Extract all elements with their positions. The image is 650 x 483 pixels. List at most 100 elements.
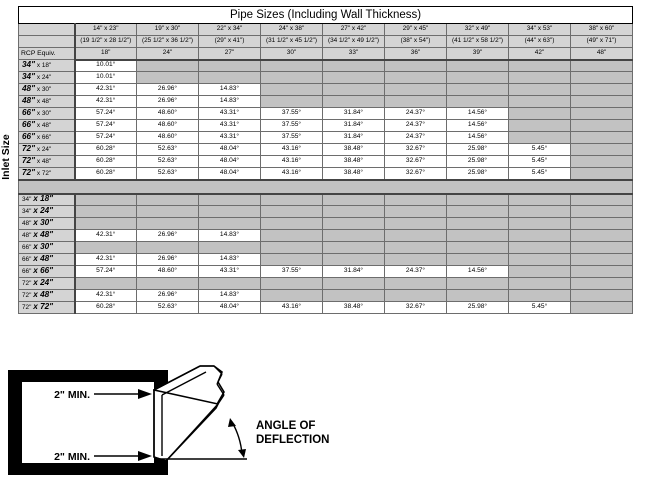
cell-deflection-angle: 43.31° (198, 119, 261, 132)
cell-deflection-angle: 48.60° (136, 119, 199, 132)
cell-empty (569, 119, 634, 132)
row-label-section2-5: 66" x 48" (18, 253, 76, 266)
angle-arrow-head-top (228, 418, 236, 427)
cell-deflection-angle: 48.60° (136, 265, 199, 278)
cell-empty (446, 205, 509, 218)
row-label-height: x 24" (36, 146, 52, 154)
cell-empty (322, 83, 385, 96)
cell-empty (384, 217, 447, 230)
cell-empty (198, 193, 261, 206)
table-row: 34" x 18" (18, 193, 634, 206)
row-label-width: 66" (22, 132, 35, 142)
row-label-height: x 24" (36, 74, 52, 82)
cell-empty (569, 193, 634, 206)
column-header-outside-8: (49" x 71") (569, 35, 634, 48)
column-header-rcp-3: 30" (260, 47, 323, 61)
row-label-section2-9: 72" x 72" (18, 301, 76, 314)
row-label-width: 48" (22, 84, 35, 94)
cell-empty (260, 217, 323, 230)
label-angle-of-deflection: ANGLE OF DEFLECTION (256, 420, 329, 446)
label-angle-of-deflection-line2: DEFLECTION (256, 434, 329, 446)
table-row: 72" x 72" 60.28° 52.63° 48.04° 43.16° 38.48° 3… (18, 167, 634, 180)
pipe-sizes-table: Pipe Sizes (Including Wall Thickness) 14"… (17, 6, 634, 314)
cell-empty (322, 253, 385, 266)
cell-deflection-angle: 26.96° (136, 95, 199, 108)
cell-deflection-angle: 60.28° (73, 301, 137, 314)
cell-empty (384, 229, 447, 242)
cell-empty (508, 95, 571, 108)
cell-deflection-angle: 26.96° (136, 289, 199, 302)
cell-empty (569, 155, 634, 168)
table-title: Pipe Sizes (Including Wall Thickness) (17, 6, 634, 24)
row-label-section2-4: 66" x 30" (18, 241, 76, 254)
row-label-height: x 24" (33, 206, 54, 216)
deflection-diagram: 2" MIN. 2" MIN. ANGLE OF DEFLECTION (0, 362, 400, 483)
cell-deflection-angle: 48.60° (136, 107, 199, 120)
cell-empty (569, 95, 634, 108)
cell-empty (446, 71, 509, 84)
row-label-section1-2: 48" x 30" (18, 83, 76, 96)
column-header-outside-3: (31 1/2" x 45 1/2") (260, 35, 323, 48)
cell-deflection-angle: 57.24° (73, 119, 137, 132)
column-header-outside-1: (25 1/2" x 36 1/2") (136, 35, 199, 48)
row-label-height: x 66" (33, 266, 54, 276)
cell-empty (136, 59, 199, 72)
row-label-width: 66" (22, 268, 32, 276)
cell-empty (322, 241, 385, 254)
cell-deflection-angle: 57.24° (73, 265, 137, 278)
row-label-width: 34" (22, 60, 35, 70)
row-label-section2-2: 48" x 30" (18, 217, 76, 230)
cell-empty (508, 205, 571, 218)
table-row: 34" x 24" (18, 205, 634, 218)
row-label-height: x 48" (33, 230, 54, 240)
cell-empty (508, 217, 571, 230)
cell-empty (446, 253, 509, 266)
row-label-width: 72" (22, 144, 35, 154)
cell-deflection-angle: 42.31° (73, 83, 137, 96)
row-label-section2-8: 72" x 48" (18, 289, 76, 302)
column-header-rcp-6: 39" (446, 47, 509, 61)
table-row: 72" x 24" 60.28° 52.63° 48.04° 43.16° 38.48° 3… (18, 143, 634, 156)
cell-deflection-angle: 43.31° (198, 107, 261, 120)
cell-empty (322, 217, 385, 230)
cell-empty (446, 193, 509, 206)
table-row: 66" x 66" 57.24° 48.60° 43.31° 37.55° 31.84° 2… (18, 265, 634, 278)
row-label-section2-0: 34" x 18" (18, 193, 76, 206)
row-label-section1-1: 34" x 24" (18, 71, 76, 84)
cell-empty (569, 253, 634, 266)
column-header-size-7: 34" x 53" (508, 23, 571, 36)
cell-deflection-angle: 32.67° (384, 143, 447, 156)
row-label-height: x 48" (36, 122, 52, 130)
cell-empty (384, 83, 447, 96)
cell-deflection-angle: 43.16° (260, 155, 323, 168)
cell-empty (446, 241, 509, 254)
cell-deflection-angle: 10.01° (73, 71, 137, 84)
cell-empty (508, 253, 571, 266)
column-header-size-0: 14" x 23" (73, 23, 137, 36)
column-header-rcp-4: 33" (322, 47, 385, 61)
cell-deflection-angle: 26.96° (136, 253, 199, 266)
cell-deflection-angle: 38.48° (322, 167, 385, 180)
cell-deflection-angle: 10.01° (73, 59, 137, 72)
row-label-section2-7: 72" x 24" (18, 277, 76, 290)
cell-empty (508, 241, 571, 254)
cell-deflection-angle: 31.84° (322, 265, 385, 278)
table-row: 72" x 24" (18, 277, 634, 290)
row-label-width: 72" (22, 292, 32, 300)
label-2in-min-bottom-text: 2" MIN. (54, 451, 90, 463)
cell-empty (73, 241, 137, 254)
cell-deflection-angle: 60.28° (73, 167, 137, 180)
section-separator (17, 178, 634, 195)
cell-deflection-angle: 43.16° (260, 301, 323, 314)
row-label-height: x 48" (33, 254, 54, 264)
column-header-outside-5: (38" x 54") (384, 35, 447, 48)
table-row: 48" x 30" (18, 217, 634, 230)
cell-deflection-angle: 5.45° (508, 143, 571, 156)
cell-empty (384, 205, 447, 218)
column-header-rcp-8: 48" (569, 47, 634, 61)
row-label-section2-1: 34" x 24" (18, 205, 76, 218)
cell-empty (260, 205, 323, 218)
cell-deflection-angle: 43.31° (198, 265, 261, 278)
column-header-outside-2: (29" x 41") (198, 35, 261, 48)
